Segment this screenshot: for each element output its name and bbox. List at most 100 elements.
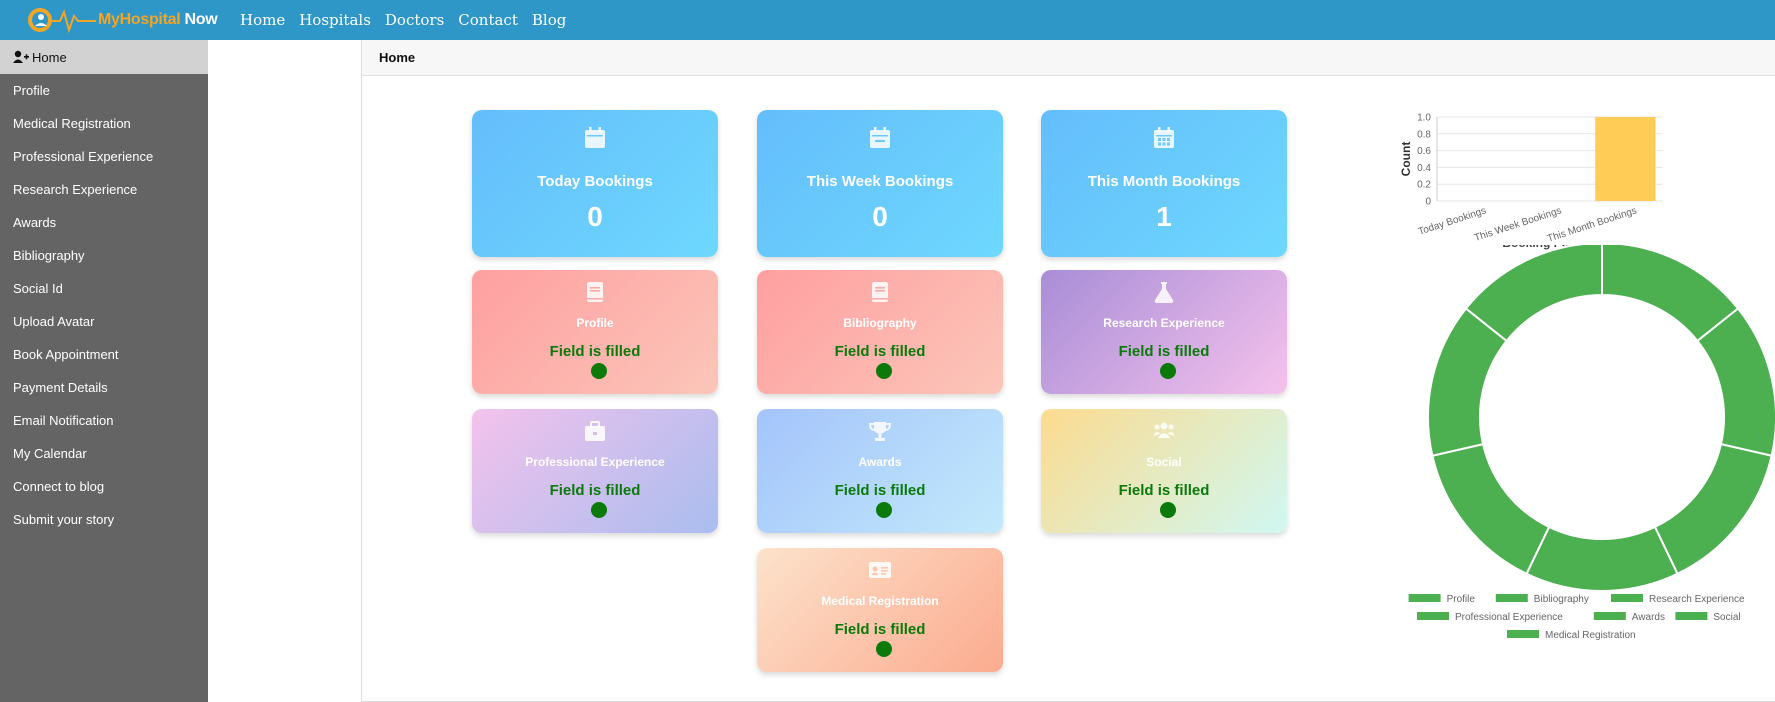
sidebar-item-profile[interactable]: Profile bbox=[0, 74, 208, 107]
card-icon-wrap bbox=[757, 559, 1003, 581]
logo-text: MyHospital Now bbox=[98, 11, 218, 28]
sidebar-item-social-id[interactable]: Social Id bbox=[0, 272, 208, 305]
stat-card-this-week-bookings[interactable]: This Week Bookings 0 bbox=[757, 110, 1003, 257]
briefcase-icon bbox=[585, 421, 605, 441]
legend-label[interactable]: Professional Experience bbox=[1455, 612, 1563, 623]
legend-label[interactable]: Medical Registration bbox=[1545, 630, 1636, 641]
status-card-label: Professional Experience bbox=[525, 455, 665, 469]
sidebar-menu: Home Profile Medical Registration Professio… bbox=[0, 40, 208, 702]
top-navbar: MyHospital Now Home Hospitals Doctors Conta… bbox=[0, 0, 1775, 40]
legend-swatch bbox=[1675, 612, 1708, 620]
sidebar-item-label: My Calendar bbox=[13, 446, 87, 461]
nav-link-hospitals[interactable]: Hospitals bbox=[299, 11, 371, 29]
sidebar-item-label: Book Appointment bbox=[13, 347, 119, 362]
sidebar-item-home[interactable]: Home bbox=[0, 40, 208, 74]
donut-slice-bibliography[interactable] bbox=[1695, 307, 1775, 457]
booking-periods-donut-chart: Booking Periods Profile Bibliography Resear… bbox=[1408, 245, 1775, 641]
charts-panel: 0 0.2 0.4 0.6 0.8 1.0 Today Bookings This Week … bbox=[1390, 105, 1775, 685]
status-indicator-dot bbox=[876, 363, 892, 379]
sidebar-item-email-notification[interactable]: Email Notification bbox=[0, 404, 208, 437]
status-card-label: Medical Registration bbox=[821, 594, 939, 608]
status-card-label: Profile bbox=[576, 316, 614, 330]
y-tick-label: 0.6 bbox=[1417, 146, 1431, 157]
sidebar-item-medical-registration[interactable]: Medical Registration bbox=[0, 107, 208, 140]
sidebar-item-book-appointment[interactable]: Book Appointment bbox=[0, 338, 208, 371]
sidebar-item-label: Submit your story bbox=[13, 512, 115, 527]
brand-logo[interactable]: MyHospital Now bbox=[26, 4, 218, 36]
flask-icon bbox=[1154, 282, 1174, 303]
y-tick-label: 0.2 bbox=[1417, 180, 1431, 191]
legend-label[interactable]: Social bbox=[1713, 612, 1740, 623]
nav-link-contact[interactable]: Contact bbox=[458, 11, 518, 29]
status-card-label: Bibliography bbox=[843, 316, 917, 330]
y-tick-label: 0.8 bbox=[1417, 129, 1431, 140]
status-card-professional-experience[interactable]: Professional Experience Field is filled bbox=[472, 409, 718, 533]
legend-label[interactable]: Research Experience bbox=[1649, 594, 1745, 605]
stat-label: This Month Bookings bbox=[1087, 173, 1241, 190]
legend-swatch bbox=[1417, 612, 1449, 620]
sidebar-item-payment-details[interactable]: Payment Details bbox=[0, 371, 208, 404]
donut-slice-research-experience[interactable] bbox=[1653, 442, 1773, 576]
legend-label[interactable]: Profile bbox=[1447, 594, 1476, 605]
status-card-awards[interactable]: Awards Field is filled bbox=[757, 409, 1003, 533]
status-indicator-dot bbox=[1160, 502, 1176, 518]
book-icon bbox=[872, 282, 888, 302]
legend-swatch bbox=[1611, 594, 1643, 602]
nav-link-doctors[interactable]: Doctors bbox=[384, 11, 445, 29]
sidebar-item-my-calendar[interactable]: My Calendar bbox=[0, 437, 208, 470]
nav-link-home[interactable]: Home bbox=[240, 11, 286, 29]
sidebar-item-label: Awards bbox=[13, 215, 57, 230]
card-icon-wrap bbox=[1041, 281, 1287, 303]
stat-card-this-month-bookings[interactable]: This Month Bookings 1 bbox=[1041, 110, 1287, 257]
calendar-icon bbox=[585, 127, 605, 148]
sidebar-item-label: Medical Registration bbox=[13, 116, 131, 131]
calendar-minus-icon bbox=[870, 127, 890, 148]
sidebar-item-label: Bibliography bbox=[13, 248, 85, 263]
y-tick-label: 0.4 bbox=[1417, 163, 1431, 174]
status-card-label: Social bbox=[1146, 455, 1182, 469]
stat-value: 0 bbox=[872, 201, 888, 232]
user-plus-icon bbox=[13, 50, 29, 63]
legend-label[interactable]: Bibliography bbox=[1534, 594, 1589, 605]
status-card-profile[interactable]: Profile Field is filled bbox=[472, 270, 718, 394]
donut-slice-medical-registration[interactable] bbox=[1464, 245, 1603, 343]
sidebar-item-professional-experience[interactable]: Professional Experience bbox=[0, 140, 208, 173]
stat-label: Today Bookings bbox=[537, 173, 653, 190]
legend-swatch bbox=[1495, 594, 1528, 602]
sidebar-item-label: Social Id bbox=[13, 281, 63, 296]
users-icon bbox=[1153, 422, 1175, 438]
nav-link-blog[interactable]: Blog bbox=[531, 11, 567, 29]
status-text: Field is filled bbox=[1118, 482, 1210, 499]
status-card-bibliography[interactable]: Bibliography Field is filled bbox=[757, 270, 1003, 394]
legend-label[interactable]: Awards bbox=[1632, 612, 1665, 623]
sidebar-item-research-experience[interactable]: Research Experience bbox=[0, 173, 208, 206]
sidebar-item-upload-avatar[interactable]: Upload Avatar bbox=[0, 305, 208, 338]
stat-card-today-bookings[interactable]: Today Bookings 0 bbox=[472, 110, 718, 257]
legend-swatch bbox=[1507, 630, 1539, 638]
sidebar-item-submit-your-story[interactable]: Submit your story bbox=[0, 503, 208, 536]
sidebar-item-label: Payment Details bbox=[13, 380, 108, 395]
main-content: Home bbox=[361, 40, 1775, 702]
status-card-research-experience[interactable]: Research Experience Field is filled bbox=[1041, 270, 1287, 394]
status-card-social[interactable]: Social Field is filled bbox=[1041, 409, 1287, 533]
trophy-icon bbox=[869, 422, 891, 441]
stat-label: This Week Bookings bbox=[806, 173, 954, 190]
sidebar-item-connect-to-blog[interactable]: Connect to blog bbox=[0, 470, 208, 503]
y-tick-label: 0 bbox=[1425, 197, 1431, 208]
bar-this-month-bookings[interactable] bbox=[1595, 117, 1656, 201]
donut-slice-awards[interactable] bbox=[1431, 442, 1551, 576]
id-card-icon bbox=[869, 562, 891, 578]
sidebar-item-bibliography[interactable]: Bibliography bbox=[0, 239, 208, 272]
card-icon-wrap bbox=[472, 281, 718, 303]
sidebar-item-label: Email Notification bbox=[13, 413, 114, 428]
status-indicator-dot bbox=[591, 502, 607, 518]
status-indicator-dot bbox=[591, 363, 607, 379]
donut-slice-professional-experience[interactable] bbox=[1525, 525, 1679, 592]
card-icon-wrap bbox=[472, 126, 718, 148]
book-icon bbox=[587, 282, 603, 302]
sidebar-item-awards[interactable]: Awards bbox=[0, 206, 208, 239]
status-card-medical-registration[interactable]: Medical Registration Field is filled bbox=[757, 548, 1003, 672]
card-icon-wrap bbox=[1041, 126, 1287, 148]
status-card-label: Research Experience bbox=[1103, 316, 1225, 330]
